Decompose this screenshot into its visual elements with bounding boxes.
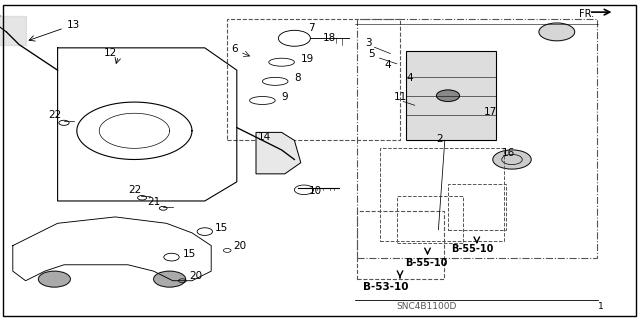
Bar [227,19,400,140]
Text: B-53-10: B-53-10 [363,282,408,292]
Circle shape [539,23,575,41]
Text: 17: 17 [484,107,497,117]
Text: 19: 19 [301,54,314,64]
Text: 7: 7 [308,23,315,33]
Text: 20: 20 [189,271,202,281]
Text: B-55-10: B-55-10 [451,244,493,255]
Bar [406,51,496,140]
Text: 6: 6 [232,44,238,54]
Bar [397,196,463,243]
Text: 11: 11 [394,92,408,102]
Text: 4: 4 [406,73,413,83]
Text: SNC4B1100D: SNC4B1100D [397,302,457,311]
Text: 20: 20 [234,241,247,251]
Text: 3: 3 [365,38,371,48]
Text: 16: 16 [502,148,515,158]
Text: 5: 5 [368,49,374,59]
Bar [448,184,506,230]
Text: 21: 21 [147,197,161,207]
Text: 10: 10 [309,186,323,197]
Text: 13: 13 [67,20,81,30]
Polygon shape [256,132,301,174]
Bar [357,211,444,279]
Text: 2: 2 [436,134,443,144]
Text: 9: 9 [282,92,288,102]
Text: 1: 1 [598,302,604,311]
Bar [357,19,597,258]
Text: 18: 18 [323,33,337,43]
Text: FR.: FR. [579,9,595,19]
Text: B-55-10: B-55-10 [405,258,447,268]
Circle shape [436,90,460,101]
Circle shape [493,150,531,169]
Bar [380,148,504,241]
Text: 12: 12 [104,48,117,58]
Text: 4: 4 [384,60,390,70]
Text: 8: 8 [294,73,301,83]
Text: 22: 22 [128,185,141,195]
Circle shape [38,271,70,287]
Text: 15: 15 [182,249,196,259]
Text: 14: 14 [258,132,271,142]
Circle shape [154,271,186,287]
Text: 22: 22 [48,110,61,121]
Text: 15: 15 [214,223,228,233]
